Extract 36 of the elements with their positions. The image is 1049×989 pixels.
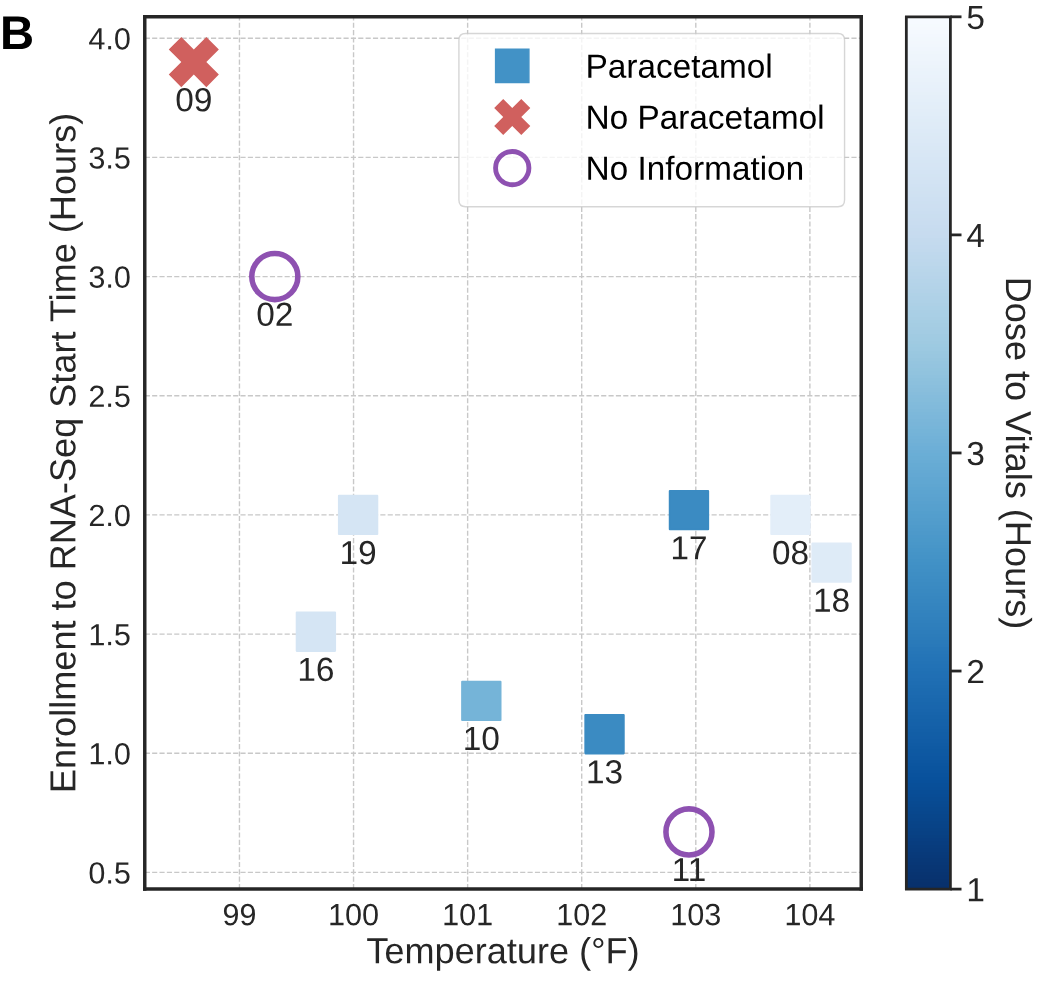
text: B [3, 16, 32, 50]
x-tick-label: 104 [786, 903, 835, 926]
x-tick-label: 102 [558, 903, 606, 926]
color-bar-label: 2 [968, 659, 984, 684]
y-axis-title: Enrollment to RNA-Seq Start Time (Hours) [49, 115, 83, 791]
y-tick-label: 2.0 [89, 504, 130, 527]
annotation: 16 [299, 657, 333, 682]
annotation: 19 [342, 540, 376, 565]
annotation: 09 [176, 87, 211, 112]
color-bar-title: Dose to Vitals (Hours) [998, 279, 1033, 628]
y-tick-label: 4.0 [89, 28, 130, 50]
y-tick-label: 2.5 [89, 385, 130, 408]
color-bar-label: 1 [968, 878, 984, 902]
annotation: 18 [815, 588, 849, 613]
color-bar-label: 4 [967, 224, 984, 247]
y-tick-label: 3.5 [89, 147, 130, 169]
y-tick-label: 1.0 [90, 743, 130, 765]
annotation: 17 [672, 536, 706, 560]
x-tick-label: 101 [444, 903, 492, 926]
x-tick-label: 99 [223, 903, 255, 926]
annotation: 13 [588, 760, 622, 784]
annotation: 08 [773, 540, 808, 565]
color-bar-label: 3 [967, 441, 984, 466]
x-axis-title: Temperature (°F) [367, 937, 638, 971]
x-tick-label: 100 [330, 903, 378, 926]
y-tick-label: 0.5 [89, 862, 130, 884]
legend-label: No Information [588, 155, 803, 181]
y-tick-label: 1.5 [90, 624, 130, 646]
annotation: 02 [257, 302, 292, 327]
annotation: 10 [465, 726, 499, 751]
x-tick-label: 103 [672, 903, 720, 926]
y-tick-label: 3.0 [89, 266, 130, 288]
legend-label: Paracetamol [588, 53, 771, 78]
legend-label: No Paracetamol [588, 104, 823, 130]
color-bar-label: 5 [967, 5, 984, 30]
annotation: 11 [674, 858, 705, 882]
